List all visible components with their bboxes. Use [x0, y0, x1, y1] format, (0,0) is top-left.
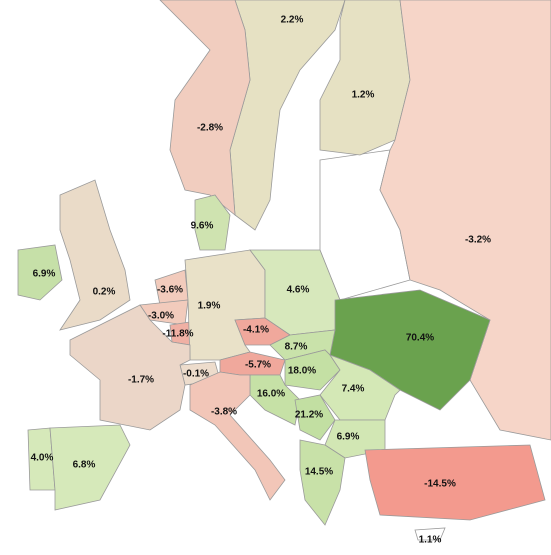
region-label: -14.5% — [424, 479, 456, 490]
region-label: -11.8% — [162, 329, 193, 340]
region-label: 4.6% — [287, 285, 310, 296]
region-label: 8.7% — [285, 342, 308, 353]
region — [294, 394, 336, 441]
region-label: -3.6% — [157, 285, 183, 296]
region — [189, 371, 286, 501]
region-label: -4.1% — [243, 325, 269, 336]
region — [59, 179, 131, 331]
region-label: -1.7% — [128, 375, 154, 386]
region — [414, 527, 446, 541]
region-label: 6.9% — [337, 432, 360, 443]
region-label: 0.2% — [93, 287, 116, 298]
region-label: 70.4% — [406, 333, 434, 344]
region — [379, 0, 551, 441]
region — [49, 424, 131, 511]
region-label: -2.8% — [197, 123, 223, 134]
region-label: 16.0% — [257, 389, 285, 400]
region-label: 6.8% — [73, 460, 96, 471]
region-label: 4.0% — [31, 453, 54, 464]
region-label: 18.0% — [288, 366, 316, 377]
region — [324, 419, 386, 459]
region-label: 9.6% — [191, 221, 214, 232]
region-label: 6.9% — [33, 269, 56, 280]
region — [364, 444, 546, 521]
region — [299, 439, 346, 526]
region-label: -0.1% — [183, 369, 209, 380]
region — [69, 304, 191, 431]
region-label: 21.2% — [295, 410, 323, 421]
region — [194, 194, 231, 251]
region — [17, 244, 63, 301]
region-label: -5.7% — [245, 360, 271, 371]
region-label: 2.2% — [281, 15, 304, 26]
region-label: -3.8% — [211, 407, 237, 418]
region-label: -3.0% — [148, 311, 174, 322]
region-label: 14.5% — [305, 467, 333, 478]
region-label: 1.9% — [198, 301, 221, 312]
region-label: 7.4% — [342, 384, 365, 395]
region-label: -3.2% — [465, 235, 491, 246]
region-label: 1.2% — [352, 90, 375, 101]
region-label: 1.1% — [419, 535, 442, 546]
